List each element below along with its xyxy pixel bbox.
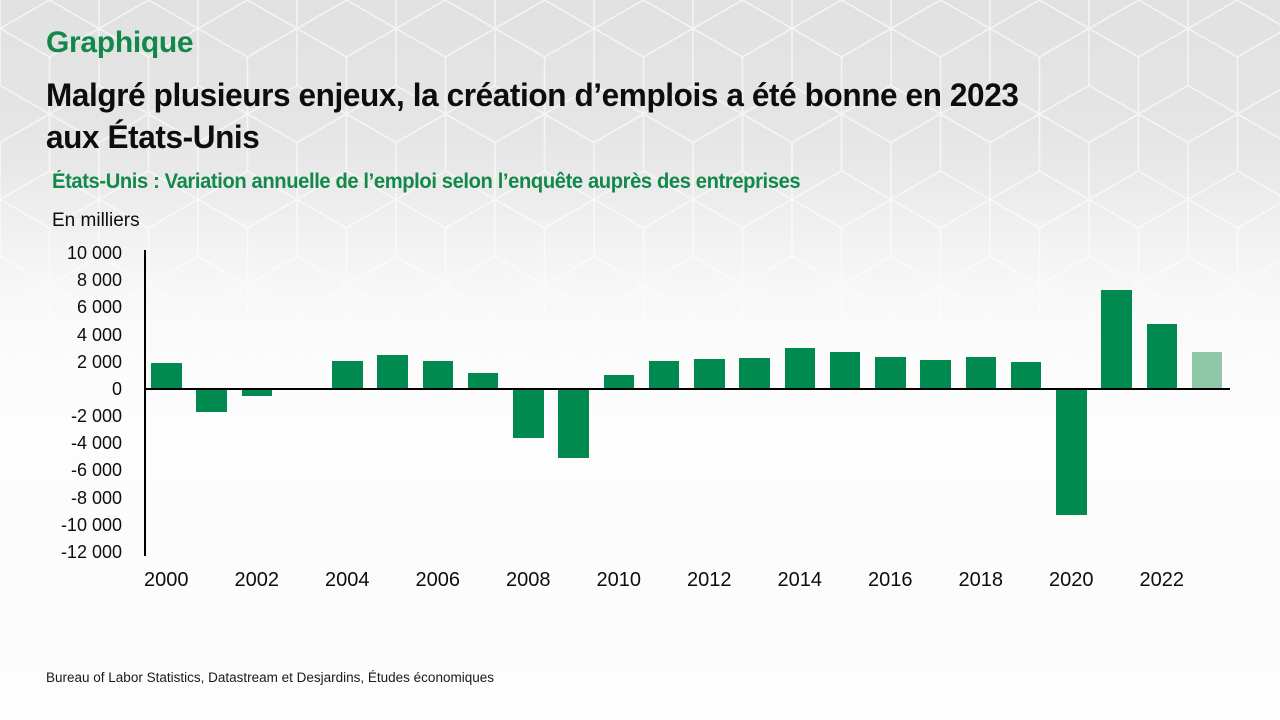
x-tick-label-2014: 2014	[777, 569, 823, 591]
bar-2010	[603, 375, 634, 389]
y-tick-label: -8 000	[70, 487, 122, 508]
page-title-line2: aux États-Unis	[46, 119, 260, 155]
bar-2023	[1191, 351, 1223, 389]
plot-area	[144, 250, 1230, 556]
bar-2002	[241, 388, 272, 396]
bar-2014	[784, 348, 815, 389]
x-tick-label-2000: 2000	[144, 569, 189, 591]
bar-2009	[558, 388, 589, 459]
bar-2020	[1056, 388, 1087, 515]
y-tick-label: 10 000	[66, 243, 122, 263]
page-title-line1: Malgré plusieurs enjeux, la création d’e…	[46, 77, 1019, 113]
y-tick-label: 6 000	[76, 297, 122, 318]
bar-2001	[196, 388, 227, 413]
x-tick-label-2004: 2004	[325, 569, 370, 591]
y-tick-label: 2 000	[76, 351, 122, 372]
bar-2019	[1010, 361, 1042, 389]
y-tick-label: -6 000	[70, 460, 122, 481]
x-tick-label-2002: 2002	[234, 569, 280, 591]
x-tick-label-2016: 2016	[868, 569, 913, 591]
x-tick-label-2008: 2008	[506, 569, 551, 591]
bar-2017	[920, 360, 951, 389]
x-tick-label-2010: 2010	[596, 569, 642, 591]
x-axis-tick-labels: 2000 2002 2004 2006 2008 2010 2012 2014 2016 2018…	[144, 569, 1230, 599]
x-tick-label-2018: 2018	[958, 569, 1004, 591]
bar-2021	[1101, 290, 1132, 389]
y-axis-unit-label: En milliers	[52, 210, 140, 231]
y-tick-label: -2 000	[70, 406, 122, 427]
x-tick-label-2022: 2022	[1139, 569, 1185, 591]
y-tick-label: 0	[111, 378, 122, 399]
bar-2013	[739, 357, 770, 389]
y-tick-label: 8 000	[76, 270, 122, 291]
bar-2012	[694, 359, 725, 389]
page-title: Malgré plusieurs enjeux, la création d’e…	[46, 74, 1033, 158]
y-tick-label: -4 000	[70, 433, 122, 454]
bar-2007	[467, 373, 499, 389]
y-tick-label: -12 000	[60, 542, 122, 562]
bar-2004	[332, 361, 363, 389]
chart-subtitle: États-Unis : Variation annuelle de l’emp…	[52, 170, 801, 193]
x-tick-label-2020: 2020	[1049, 569, 1094, 591]
kicker-label: Graphique	[46, 26, 194, 59]
y-axis-line	[144, 250, 146, 556]
x-tick-label-2006: 2006	[415, 569, 461, 591]
y-axis-tick-labels: 10 000 8 000 6 000 4 000 2 000 0 -2 000 -4 000 -…	[0, 243, 122, 562]
y-tick-label: 4 000	[76, 324, 122, 345]
x-axis-zero-line	[145, 387, 1230, 390]
x-tick-label-2012: 2012	[687, 569, 732, 591]
bar-2008	[513, 388, 544, 438]
bar-2018	[965, 357, 996, 389]
bar-2016	[875, 357, 906, 389]
bar-2000	[151, 362, 182, 389]
y-tick-label: -10 000	[60, 514, 122, 535]
bar-2006	[422, 360, 453, 389]
bar-2011	[648, 360, 680, 389]
bar-2005	[377, 355, 408, 389]
bar-2015	[829, 351, 861, 389]
bar-2022	[1146, 323, 1177, 389]
source-note: Bureau of Labor Statistics, Datastream e…	[46, 670, 494, 685]
